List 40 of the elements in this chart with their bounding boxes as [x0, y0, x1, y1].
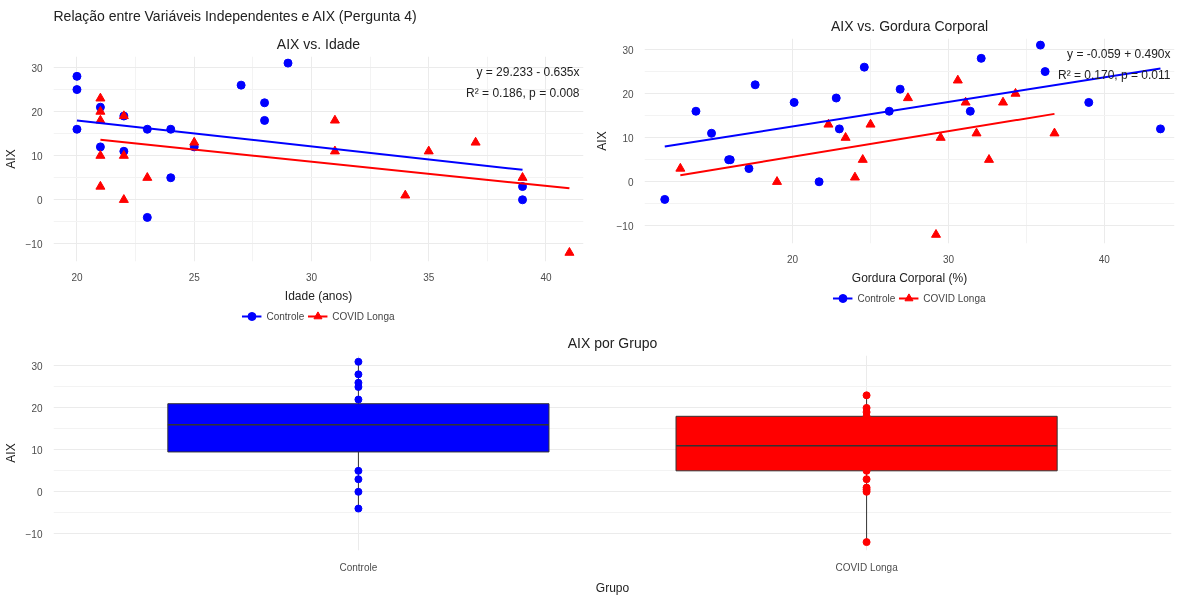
y-tick-label: 30: [622, 44, 634, 56]
y-tick-label: 0: [627, 176, 634, 188]
text: Relação entre Variáveis Independentes e AIX (Pergunta 4): [53, 7, 417, 24]
legend-label: Controle: [266, 310, 305, 322]
chart-title: AIX vs. Gordura Corporal: [830, 17, 989, 34]
x-tick-label: 30: [305, 271, 318, 283]
y-tick-label: 20: [31, 106, 43, 118]
x-tick-label: 40: [1098, 253, 1111, 265]
y-axis-title: AIX: [3, 149, 18, 169]
x-tick-label: 40: [540, 271, 552, 283]
annotation: y = -0.059 + 0.490x: [1067, 46, 1171, 61]
y-tick-label: 0: [36, 194, 43, 206]
y-tick-label: 10: [31, 150, 43, 162]
x-tick-label: 30: [942, 253, 955, 265]
x-axis-title: Idade (anos): [284, 288, 353, 303]
x-tick-label: 20: [787, 253, 799, 265]
y-tick-label: 30: [31, 62, 43, 74]
x-tick-label: 25: [188, 271, 201, 283]
y-tick-label: −10: [25, 528, 43, 540]
x-tick-label: 35: [423, 271, 435, 283]
y-axis-title: AIX: [3, 443, 18, 463]
y-tick-label: 0: [36, 486, 43, 498]
annotation: y = 29.233 - 0.635x: [476, 64, 580, 79]
legend-label: Controle: [857, 292, 896, 304]
annotation: R² = 0.186, p = 0.008: [466, 85, 580, 100]
y-tick-label: 20: [622, 88, 634, 100]
y-tick-label: 30: [31, 360, 43, 372]
x-axis-title: Grupo: [595, 580, 630, 595]
y-tick-label: 10: [622, 132, 634, 144]
chart-title: AIX por Grupo: [567, 334, 658, 351]
y-tick-label: −10: [25, 238, 43, 250]
y-tick-label: −10: [616, 220, 634, 232]
legend-label: COVID Longa: [332, 310, 395, 322]
y-tick-label: 10: [31, 444, 43, 456]
y-tick-label: 20: [31, 402, 43, 414]
x-axis-title: Gordura Corporal (%): [851, 270, 968, 285]
x-tick-label: 20: [71, 271, 83, 283]
legend-label: COVID Longa: [923, 292, 986, 304]
y-axis-title: AIX: [594, 131, 609, 151]
chart-title: AIX vs. Idade: [276, 35, 361, 52]
